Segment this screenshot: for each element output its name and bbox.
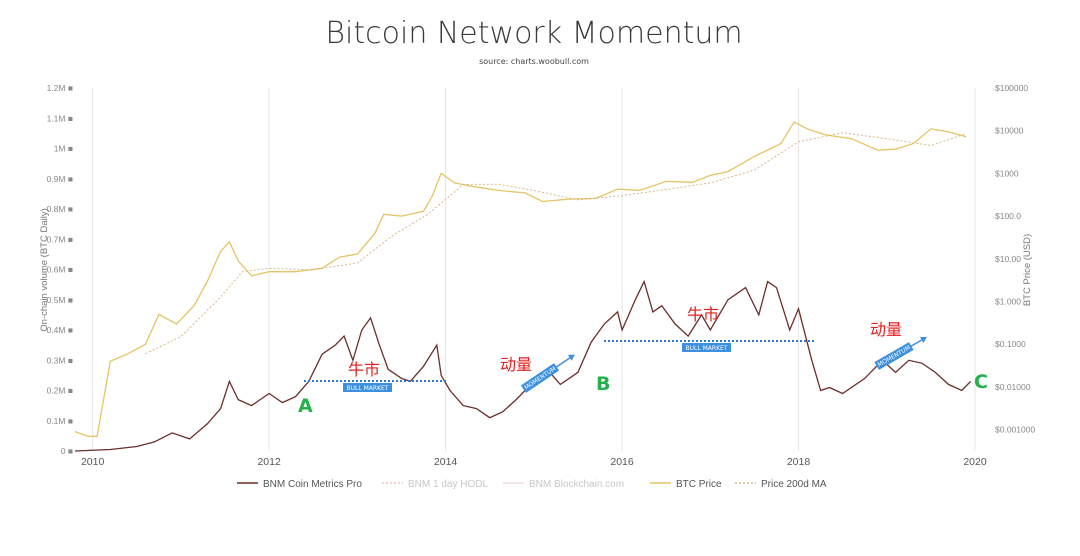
y-left-tick-12: 1.2M ■ (47, 83, 73, 93)
legend-label-2: BNM Blockchain.com (529, 479, 624, 490)
momentum-2-arrow-head (919, 336, 927, 344)
y-right-tick-8: $100000 (995, 83, 1028, 93)
y-right-tick-7: $10000 (995, 126, 1024, 136)
momentum-2-box (874, 342, 914, 370)
point-c-label: C (974, 371, 988, 393)
y-left-tick-1: 0.1M ■ (47, 416, 73, 426)
x-tick-2020: 2020 (963, 456, 987, 468)
momentum-2-box-text: MOMENTUM (877, 344, 912, 368)
series-line-price-200d-ma (145, 132, 967, 355)
chart-title: Bitcoin Network Momentum (325, 16, 742, 51)
momentum-1-arrow-head (567, 354, 575, 361)
y-axis-left-ticks: 0 ■ 0.1M ■ 0.2M ■ 0.3M ■ 0.4M ■ 0.5M ■ 0.6M ■ 0… (47, 83, 73, 456)
y-left-tick-10: 1M ■ (54, 144, 73, 154)
annotation-bull-market-1: 牛市 BULL MARKET (304, 360, 447, 392)
y-axis-right-ticks: $0.001000 $0.01000 $0.1000 $1.000 $10.00 $100… (995, 83, 1035, 435)
y-axis-left-label: On-chain volume (BTC Daily) (39, 208, 50, 332)
momentum-1-box (520, 363, 560, 393)
y-left-tick-9: 0.9M ■ (47, 174, 73, 184)
momentum-2-arrow-shaft (910, 339, 923, 347)
y-right-tick-6: $1000 (995, 168, 1019, 178)
x-tick-2016: 2016 (610, 456, 634, 468)
bull-market-1-cn-label: 牛市 (348, 360, 380, 379)
y-left-tick-3: 0.3M ■ (47, 355, 73, 365)
y-right-tick-5: $100.0 (995, 211, 1021, 221)
y-left-tick-2: 0.2M ■ (47, 386, 73, 396)
x-tick-2012: 2012 (257, 456, 281, 468)
bull-market-2-box-text: BULL MARKET (686, 345, 728, 352)
x-tick-2018: 2018 (787, 456, 811, 468)
annotation-momentum-1: 动量 MOMENTUM (500, 354, 575, 393)
y-left-tick-7: 0.7M ■ (47, 234, 73, 244)
x-tick-2014: 2014 (434, 456, 458, 468)
y-left-tick-6: 0.6M ■ (47, 265, 73, 275)
point-b-label: B (596, 373, 610, 395)
momentum-1-arrow-shaft (556, 357, 571, 368)
y-right-tick-3: $1.000 (995, 297, 1021, 307)
y-right-tick-4: $10.00 (995, 254, 1021, 264)
legend: BNM Coin Metrics Pro BNM 1 day HODL BNM Bl… (237, 479, 827, 490)
chart-subtitle: source: charts.woobull.com (479, 57, 589, 66)
y-left-tick-4: 0.4M ■ (47, 325, 73, 335)
y-right-tick-0: $0.001000 (995, 425, 1035, 435)
legend-label-1: BNM 1 day HODL (408, 479, 488, 490)
bull-market-1-box (343, 383, 392, 392)
y-left-tick-11: 1.1M ■ (47, 113, 73, 123)
y-axis-right-label: BTC Price (USD) (1022, 234, 1033, 306)
series-lines (74, 121, 972, 452)
x-axis-ticks: 2010 2012 2014 2016 2018 2020 (81, 456, 987, 468)
legend-label-4: Price 200d MA (761, 479, 827, 490)
point-a-label: A (298, 395, 313, 417)
momentum-1-cn-label: 动量 (500, 355, 532, 374)
bull-market-2-box (682, 343, 731, 352)
series-line-btc-price (74, 121, 967, 437)
y-right-tick-1: $0.01000 (995, 382, 1031, 392)
y-left-tick-8: 0.8M ■ (47, 204, 73, 214)
vertical-gridlines (92, 88, 976, 451)
legend-label-0: BNM Coin Metrics Pro (263, 479, 362, 490)
annotation-bull-market-2: 牛市 BULL MARKET (604, 305, 815, 352)
y-right-tick-2: $0.1000 (995, 339, 1026, 349)
y-left-tick-5: 0.5M ■ (47, 295, 73, 305)
x-tick-2010: 2010 (81, 456, 105, 468)
bull-market-1-box-text: BULL MARKET (347, 385, 389, 392)
bull-market-2-cn-label: 牛市 (687, 305, 719, 324)
y-left-tick-0: 0 ■ (61, 446, 73, 456)
legend-label-3: BTC Price (676, 479, 722, 490)
momentum-2-cn-label: 动量 (870, 320, 902, 339)
